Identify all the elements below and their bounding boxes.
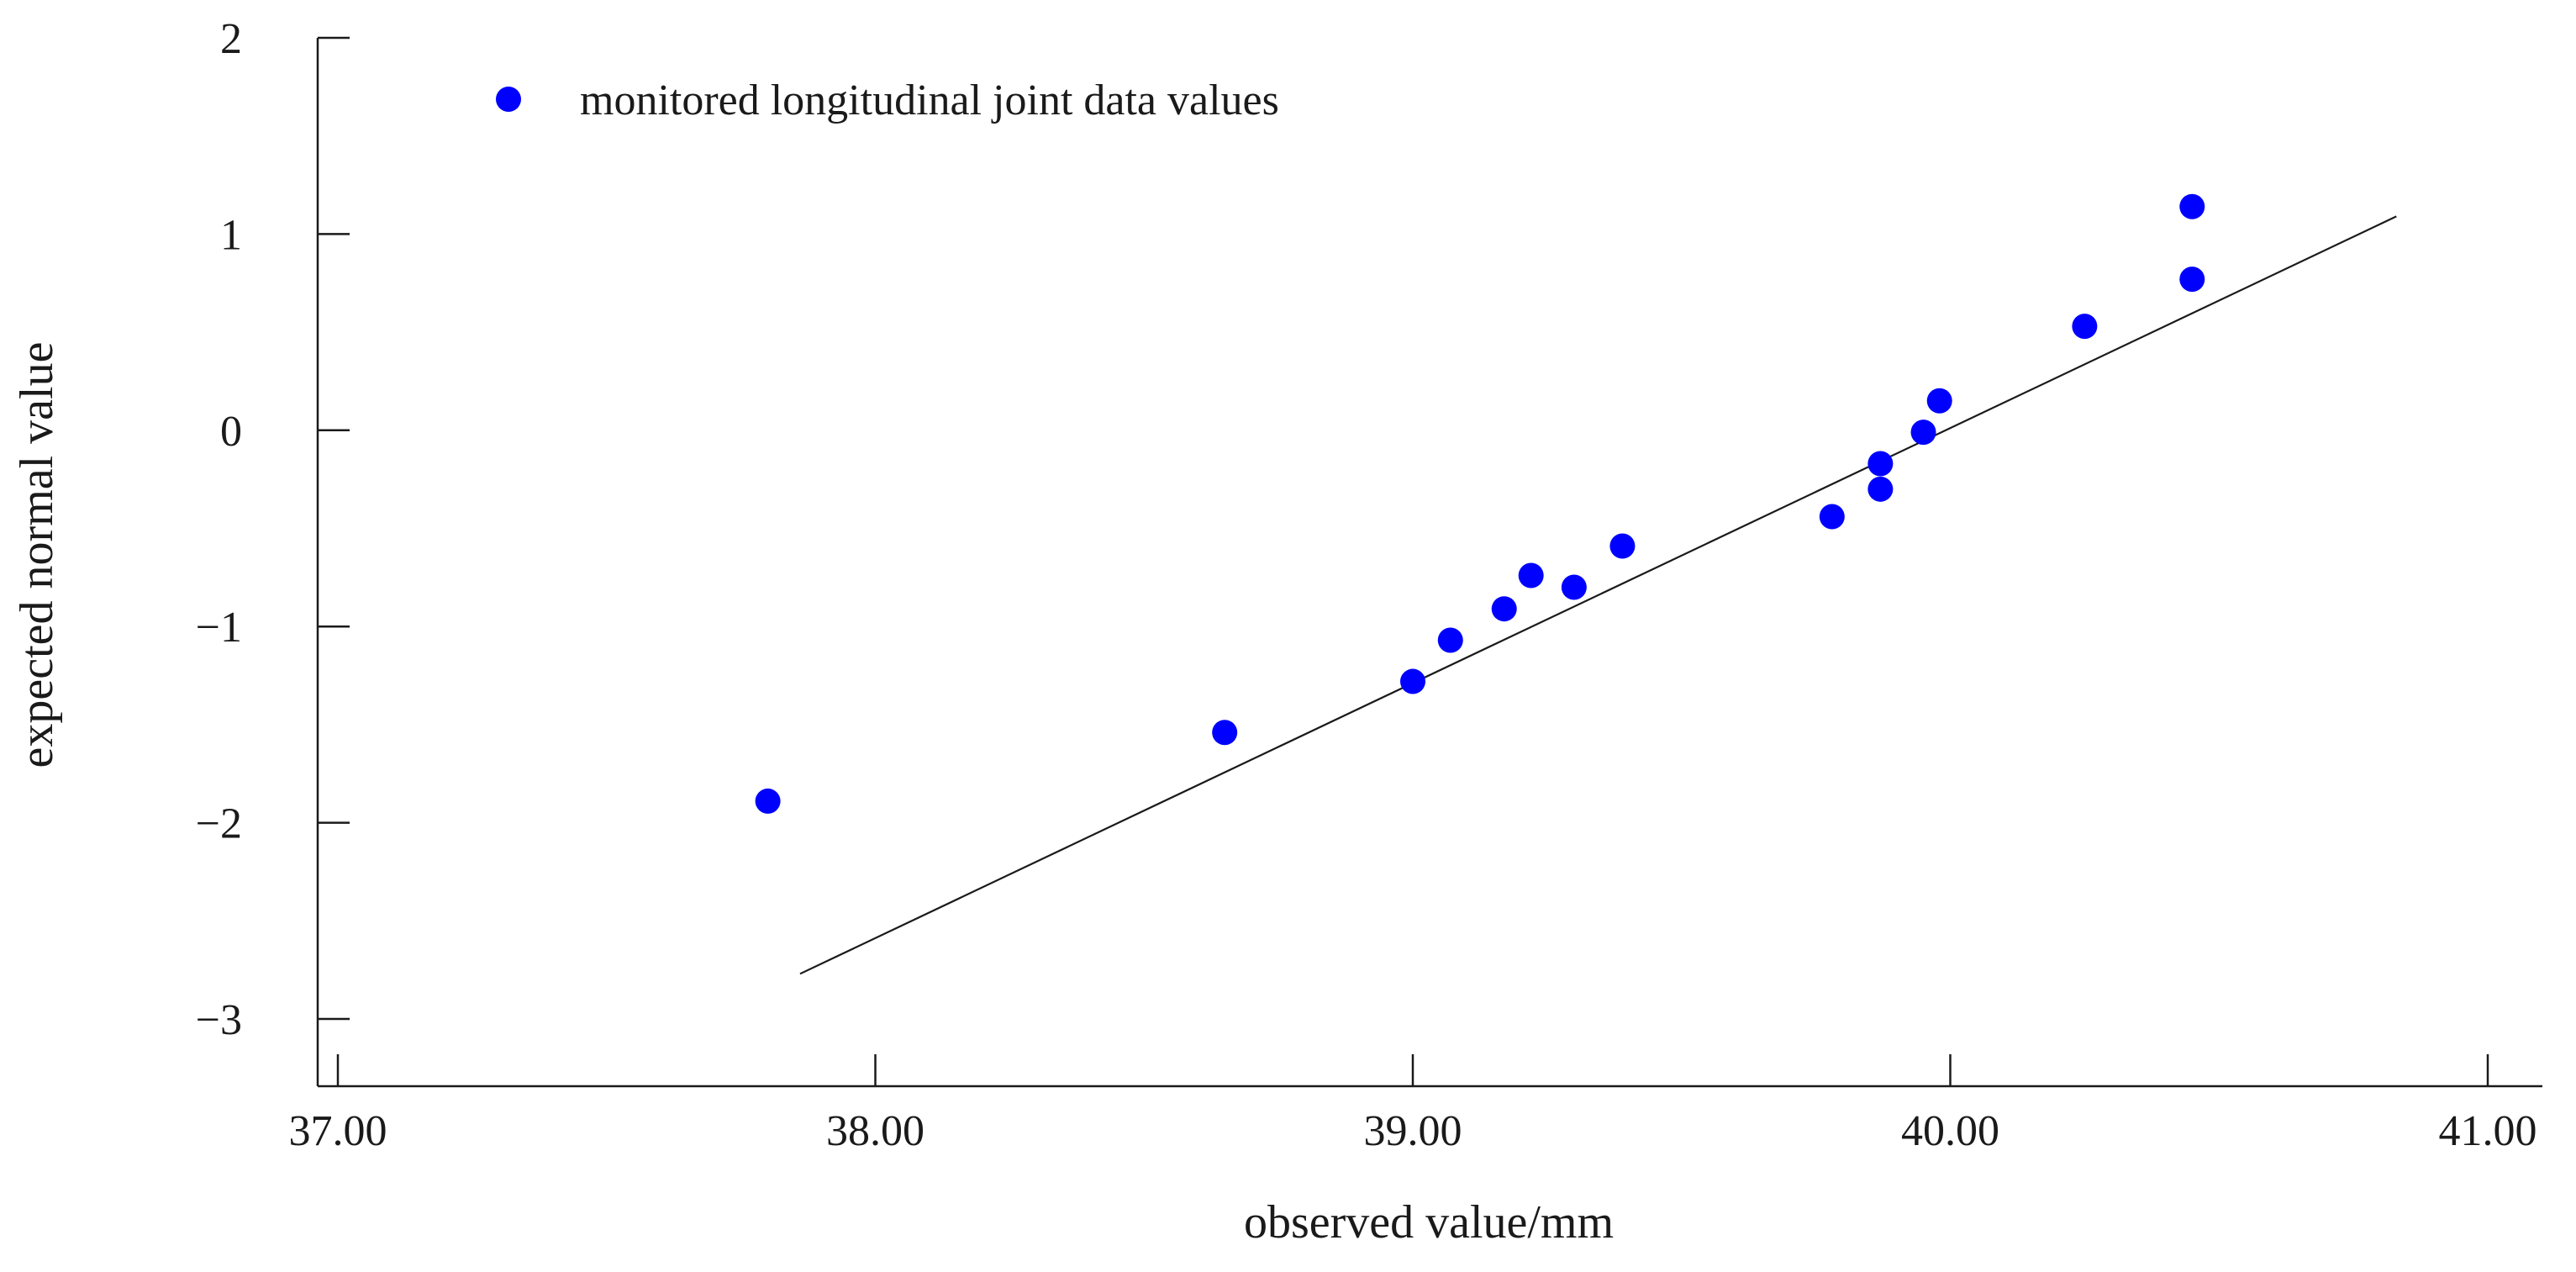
data-point [1819, 504, 1845, 530]
data-point [1437, 627, 1463, 653]
y-tick-label: 0 [220, 408, 242, 456]
data-point [1926, 388, 1952, 414]
fit-line-layer [799, 215, 2397, 975]
data-points [755, 193, 2205, 814]
y-tick-label: −2 [196, 800, 242, 848]
legend-marker [496, 87, 521, 112]
data-point [1518, 562, 1544, 588]
data-point [1609, 533, 1636, 559]
y-tick-label: 1 [220, 211, 242, 259]
y-tick-label: −1 [196, 604, 242, 652]
data-point [2072, 314, 2098, 340]
data-point [1561, 574, 1587, 600]
data-point [1867, 476, 1894, 502]
data-point [2179, 267, 2205, 293]
ticks: −3 −2 −1 0 1 2 37.00 38.00 39.00 40.00 41.00 [196, 15, 2537, 1155]
y-tick-label: −3 [196, 996, 242, 1044]
legend: monitored longitudinal joint data values [496, 77, 1279, 124]
x-tick-label: 37.00 [289, 1107, 387, 1155]
x-tick-label: 40.00 [1901, 1107, 1999, 1155]
data-point [1867, 451, 1894, 477]
data-point [755, 788, 781, 814]
y-axis-title: expected normal value [11, 342, 63, 768]
x-tick-label: 39.00 [1364, 1107, 1462, 1155]
data-point [1910, 420, 1936, 446]
legend-label: monitored longitudinal joint data values [580, 77, 1279, 124]
y-tick-label: 2 [220, 15, 242, 63]
data-point [1212, 720, 1238, 746]
axes [316, 38, 2542, 1088]
x-tick-label: 41.00 [2439, 1107, 2537, 1155]
data-point [1491, 596, 1517, 622]
x-tick-label: 38.00 [826, 1107, 925, 1155]
data-point [1400, 668, 1425, 694]
data-point [2179, 193, 2205, 219]
fit-line [799, 215, 2397, 975]
x-axis-title: observed value/mm [1244, 1196, 1614, 1248]
